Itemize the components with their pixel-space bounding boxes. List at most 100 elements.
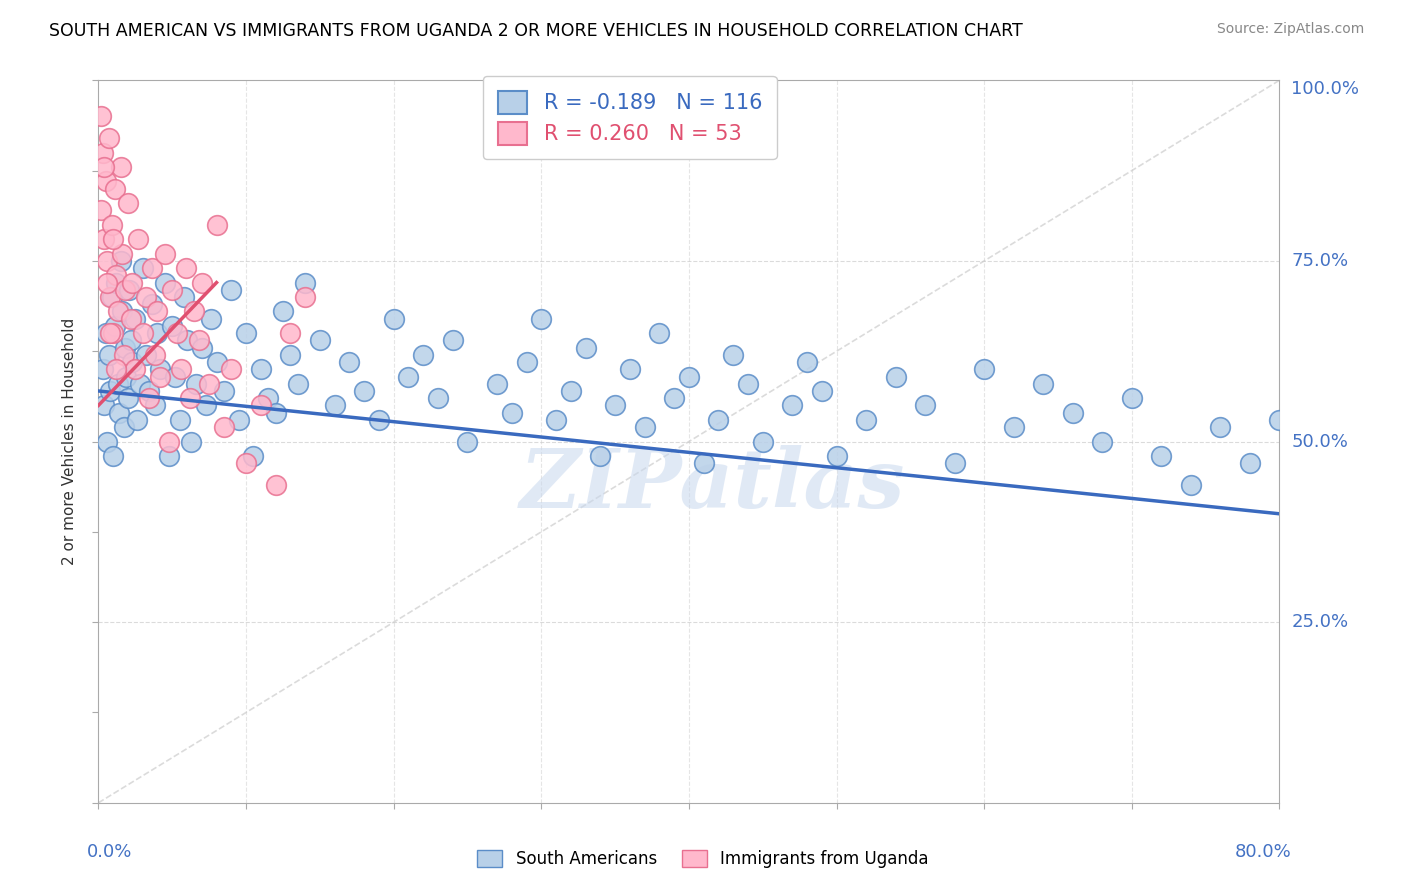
Point [228, 413, 250, 427]
Text: SOUTH AMERICAN VS IMMIGRANTS FROM UGANDA 2 OR MORE VEHICLES IN HOUSEHOLD CORRELA: SOUTH AMERICAN VS IMMIGRANTS FROM UGANDA… [49, 22, 1024, 40]
Point [103, 326, 125, 341]
Point [103, 449, 125, 463]
Point [104, 182, 127, 196]
Point [589, 449, 612, 463]
Point [93, 398, 115, 412]
Point [91, 145, 114, 160]
Point [165, 369, 187, 384]
Point [221, 283, 243, 297]
Point [855, 413, 877, 427]
Point [121, 355, 143, 369]
Point [157, 449, 180, 463]
Point [1062, 406, 1084, 420]
Point [294, 290, 316, 304]
Point [107, 304, 129, 318]
Point [235, 326, 257, 341]
Point [162, 283, 183, 297]
Point [111, 304, 134, 318]
Point [250, 398, 273, 412]
Point [100, 218, 122, 232]
Point [107, 376, 129, 391]
Point [782, 398, 804, 412]
Point [149, 362, 172, 376]
Point [135, 290, 157, 304]
Text: 100.0%: 100.0% [1291, 80, 1360, 98]
Point [176, 334, 198, 348]
Point [153, 246, 176, 260]
Text: 25.0%: 25.0% [1291, 613, 1348, 632]
Point [1180, 478, 1202, 492]
Point [368, 413, 391, 427]
Point [1032, 376, 1054, 391]
Point [105, 362, 128, 376]
Point [118, 283, 141, 297]
Point [149, 369, 172, 384]
Point [146, 326, 169, 341]
Text: Source: ZipAtlas.com: Source: ZipAtlas.com [1216, 22, 1364, 37]
Point [124, 362, 146, 376]
Point [120, 334, 142, 348]
Point [271, 304, 294, 318]
Point [98, 326, 121, 341]
Point [143, 398, 166, 412]
Point [146, 304, 169, 318]
Point [98, 384, 121, 398]
Point [382, 311, 405, 326]
Point [634, 420, 657, 434]
Point [353, 384, 375, 398]
Point [91, 362, 114, 376]
Point [90, 109, 112, 123]
Point [280, 348, 302, 362]
Point [257, 391, 280, 405]
Point [737, 376, 759, 391]
Point [516, 355, 538, 369]
Point [98, 290, 121, 304]
Point [530, 311, 553, 326]
Point [103, 232, 125, 246]
Point [205, 355, 228, 369]
Point [153, 276, 176, 290]
Point [110, 253, 132, 268]
Point [187, 334, 209, 348]
Point [441, 334, 464, 348]
Point [93, 232, 115, 246]
Point [96, 253, 118, 268]
Point [104, 318, 127, 333]
Point [501, 406, 523, 420]
Point [93, 160, 115, 174]
Point [200, 311, 222, 326]
Point [309, 334, 332, 348]
Text: 80.0%: 80.0% [1234, 843, 1291, 861]
Point [184, 376, 207, 391]
Point [191, 276, 214, 290]
Y-axis label: 2 or more Vehicles in Household: 2 or more Vehicles in Household [62, 318, 77, 566]
Point [693, 456, 716, 470]
Point [250, 362, 273, 376]
Point [723, 348, 745, 362]
Point [212, 420, 235, 434]
Point [884, 369, 907, 384]
Point [1091, 434, 1114, 449]
Point [94, 174, 117, 188]
Point [170, 362, 193, 376]
Point [97, 131, 120, 145]
Point [264, 406, 287, 420]
Point [205, 218, 228, 232]
Point [678, 369, 700, 384]
Point [114, 341, 136, 355]
Point [412, 348, 434, 362]
Point [242, 449, 264, 463]
Point [128, 376, 150, 391]
Point [110, 160, 132, 174]
Point [174, 261, 197, 276]
Point [124, 311, 146, 326]
Point [127, 232, 149, 246]
Text: 0.0%: 0.0% [87, 843, 132, 861]
Point [943, 456, 966, 470]
Point [664, 391, 686, 405]
Point [132, 261, 155, 276]
Point [141, 261, 163, 276]
Point [96, 276, 118, 290]
Point [111, 246, 134, 260]
Point [1268, 413, 1291, 427]
